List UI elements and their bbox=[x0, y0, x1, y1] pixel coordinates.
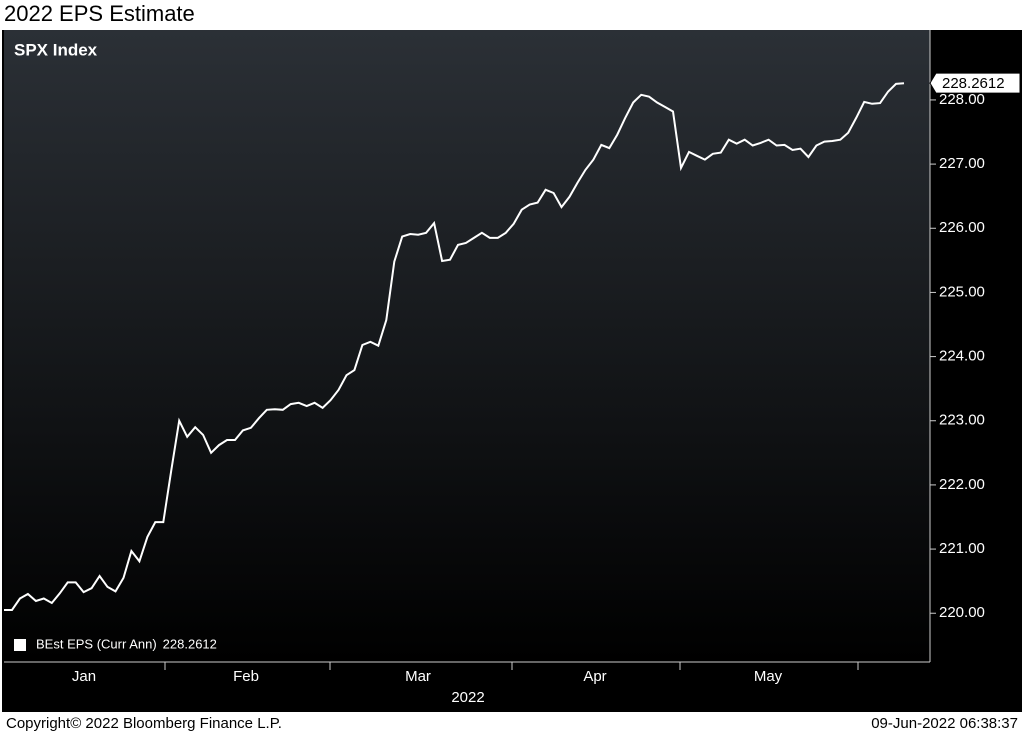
x-year-label: 2022 bbox=[451, 689, 484, 706]
x-tick-label: Apr bbox=[583, 668, 606, 685]
chart-title: 2022 EPS Estimate bbox=[4, 1, 195, 26]
line-series bbox=[4, 82, 905, 611]
legend-swatch bbox=[14, 639, 26, 651]
x-tick-label: Feb bbox=[233, 668, 259, 685]
last-value-label: 228.2612 bbox=[942, 75, 1005, 92]
legend-value: 228.2612 bbox=[163, 636, 217, 651]
footer-right: 09-Jun-2022 06:38:37 bbox=[871, 715, 1018, 732]
y-tick-label: 226.00 bbox=[939, 219, 985, 236]
x-tick-label: Mar bbox=[405, 668, 431, 685]
chart-subtitle: SPX Index bbox=[14, 40, 98, 59]
y-tick-label: 220.00 bbox=[939, 604, 985, 621]
y-tick-label: 228.00 bbox=[939, 91, 985, 108]
legend-label: BEst EPS (Curr Ann) bbox=[36, 636, 157, 651]
last-value-tag bbox=[929, 72, 1021, 94]
y-tick-label: 222.00 bbox=[939, 476, 985, 493]
y-tick-label: 223.00 bbox=[939, 412, 985, 429]
y-tick-label: 227.00 bbox=[939, 155, 985, 172]
x-tick-label: May bbox=[754, 668, 783, 685]
y-tick-label: 224.00 bbox=[939, 348, 985, 365]
x-tick-label: Jan bbox=[72, 668, 96, 685]
footer-left: Copyright© 2022 Bloomberg Finance L.P. bbox=[6, 715, 282, 732]
y-tick-label: 225.00 bbox=[939, 283, 985, 300]
y-tick-label: 221.00 bbox=[939, 540, 985, 557]
plot-area bbox=[4, 30, 930, 662]
